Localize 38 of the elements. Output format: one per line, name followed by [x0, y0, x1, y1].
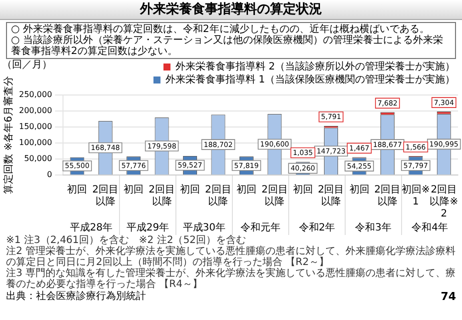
y-axis-title: 算定回数 ※各年6月審査分: [2, 76, 15, 194]
legend-label: 外来栄養食事指導料 2（当該診療所以外の管理栄養士が実施）: [175, 60, 456, 73]
x-tick-label: 初回: [124, 184, 144, 196]
text: 令和3年: [355, 222, 392, 234]
text: 平成28年: [70, 222, 113, 234]
x-tick-label: 2回目以降: [148, 184, 175, 208]
legend-label: 外来栄養食事指導料 1（当該保険医療機関の管理栄養士が実施）: [165, 74, 456, 86]
chart-title: 外来栄養食事指導料の算定状況: [0, 0, 462, 20]
x-tick-label: 2回目以降※2: [430, 184, 458, 220]
x-tick-label: 2回目以降: [261, 184, 288, 208]
text: ※1 注3（2,461回）を含む ※2 注2（52回）を含む: [6, 235, 246, 246]
x-tick-label: 初回: [67, 184, 88, 196]
x-tick-label: 初回: [180, 184, 200, 196]
x-tick-label: 2回目以降: [374, 184, 401, 208]
x-tick-label: 初回: [236, 184, 256, 196]
y-tick-label: 0: [46, 170, 52, 180]
text: （回／月）: [2, 60, 52, 71]
text: 令和2年: [298, 222, 336, 234]
y-tick-label: 50,000: [24, 154, 52, 164]
text: 令和4年: [412, 222, 448, 234]
y-tick-label: 250,000: [18, 90, 52, 100]
text: 平成29年: [126, 222, 170, 234]
text: 74: [440, 290, 456, 303]
text: 令和元年: [240, 222, 281, 234]
x-tick-label: 2回目以降: [318, 184, 344, 208]
x-tick-label: 初回※1: [401, 184, 430, 208]
y-tick-label: 150,000: [18, 122, 52, 132]
chart-subtitle: ○ 外来栄養食事指導料の算定回数は、令和2年に減少したものの、近年は概ね横ばいである。 ○ 当該診療所以外（栄養ケア・ステーション又は他の保険医療機関）の管理栄養士による外来栄養食事指導料2の算定回数は少ない。: [6, 22, 456, 59]
text: 注2 管理栄養士が、外来化学療法を実施している悪性腫瘍の患者に対して、外来腫瘍化学療法診療料の算定日と同日に月2回以上（時間不問）の指導を行った場合 【R2～】: [6, 246, 456, 268]
text: 注3 専門的な知識を有した管理栄養士が、外来化学療法を実施している悪性腫瘍の患者に対して、療養のため必要な指導を行った場合 【R4～】: [6, 268, 456, 290]
source-note: 出典：社会医療診療行為別統計: [6, 291, 146, 303]
y-tick-label: 100,000: [18, 138, 52, 148]
x-tick-label: 初回: [349, 184, 370, 196]
y-tick-label: 200,000: [18, 106, 52, 116]
x-tick-label: 2回目以降: [92, 184, 119, 208]
text: 平成30年: [182, 222, 226, 234]
x-tick-label: 初回: [292, 184, 313, 196]
x-tick-label: 2回目以降: [205, 184, 232, 208]
